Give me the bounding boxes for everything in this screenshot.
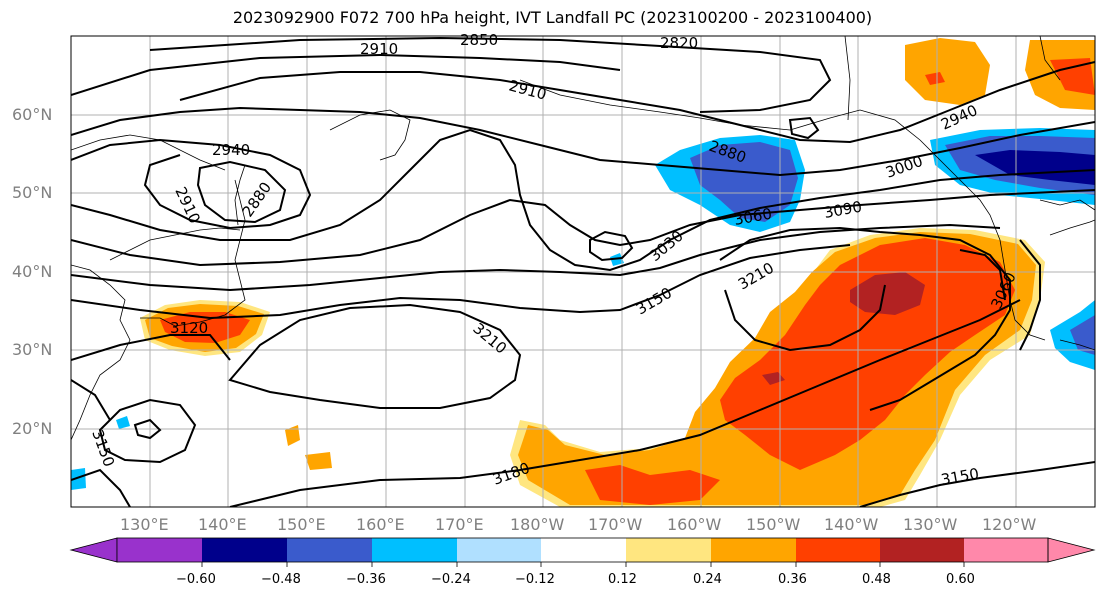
contour-label: 2850 (460, 31, 498, 49)
lat-label: 40°N (12, 262, 53, 281)
lat-label: 50°N (12, 183, 53, 202)
colorbar-tick-label: −0.60 (176, 572, 216, 587)
colorbar-extend-low (69, 537, 118, 563)
colorbar-segment (457, 538, 541, 562)
lon-label: 140°E (198, 515, 247, 534)
lon-label: 150°E (277, 515, 326, 534)
colorbar-segment (202, 538, 287, 562)
map-panel (71, 36, 1095, 507)
lat-label: 20°N (12, 419, 53, 438)
colorbar (69, 537, 1096, 567)
lat-label: 60°N (12, 105, 53, 124)
colorbar-segment (964, 538, 1048, 562)
lon-label: 180°W (510, 515, 565, 534)
colorbar-tick-label: −0.12 (515, 572, 555, 587)
colorbar-outline (116, 537, 1049, 563)
lon-label: 140°W (824, 515, 879, 534)
lon-label: 170°E (435, 515, 484, 534)
contour-label: 2940 (212, 141, 250, 159)
contour-label: 2820 (660, 34, 698, 52)
colorbar-segment (117, 538, 202, 562)
colorbar-tick-label: 0.60 (946, 572, 975, 587)
colorbar-extend-high (1047, 537, 1096, 563)
map-title: 2023092900 F072 700 hPa height, IVT Land… (232, 8, 873, 27)
colorbar-segment (372, 538, 457, 562)
lon-label: 120°W (982, 515, 1037, 534)
lon-label: 130°E (120, 515, 169, 534)
colorbar-tick-label: 0.12 (608, 572, 637, 587)
colorbar-segment (287, 538, 372, 562)
height-contours (71, 36, 1095, 507)
colorbar-segment (711, 538, 796, 562)
lon-label: 160°W (667, 515, 722, 534)
contour-label: 3120 (170, 319, 208, 337)
colorbar-segment (796, 538, 880, 562)
colorbar-segment (541, 538, 626, 562)
colorbar-tick-label: 0.24 (693, 572, 722, 587)
lon-label: 160°E (356, 515, 405, 534)
lat-label: 30°N (12, 340, 53, 359)
ivt-positive-shading (140, 38, 1095, 507)
gridlines (71, 36, 1095, 507)
colorbar-tick-label: −0.24 (431, 572, 471, 587)
colorbar-segment (880, 538, 964, 562)
colorbar-segment (626, 538, 711, 562)
lon-label: 130°W (903, 515, 958, 534)
colorbar-tick-label: −0.36 (346, 572, 386, 587)
lon-label: 150°W (746, 515, 801, 534)
colorbar-tick-label: −0.48 (261, 572, 301, 587)
colorbar-tick-label: 0.36 (778, 572, 807, 587)
lon-label: 170°W (588, 515, 643, 534)
contour-label: 2910 (360, 40, 398, 58)
colorbar-tick-label: 0.48 (862, 572, 891, 587)
map-border (70, 35, 1096, 508)
